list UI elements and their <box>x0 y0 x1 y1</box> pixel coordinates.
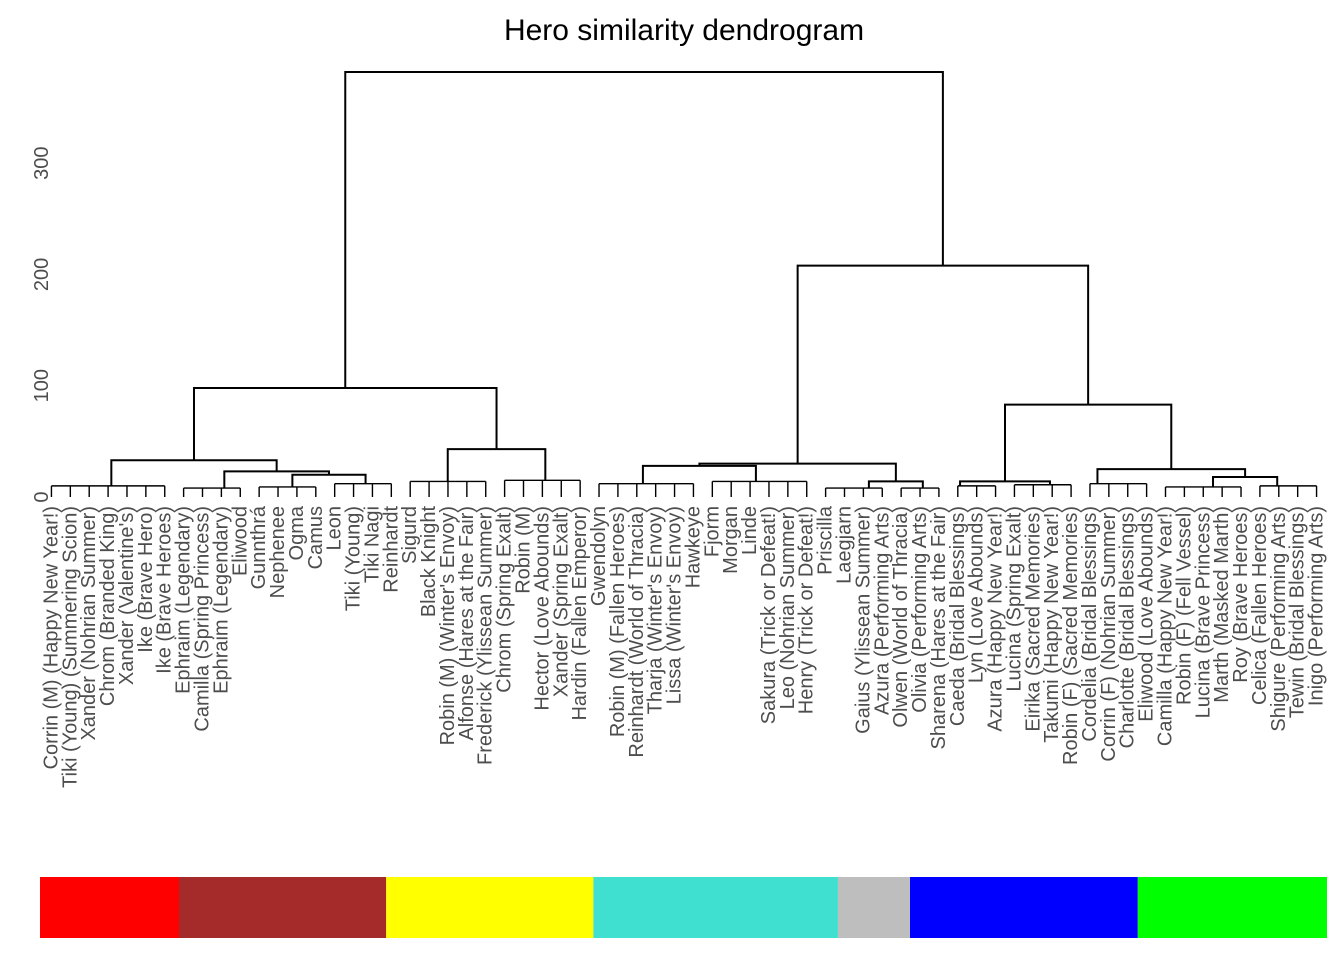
merge-blue <box>959 480 1051 486</box>
leaf-label: Ephraim (Legendary) <box>210 506 232 694</box>
merge-green <box>1096 468 1247 484</box>
leaf-label: Marth (Masked Marth) <box>1211 506 1233 703</box>
leaf-label: Gunnthrá <box>248 505 270 589</box>
leaf-label: Tewin (Bridal Blessings) <box>1287 506 1309 718</box>
leaf-label: Morgan <box>720 506 742 574</box>
leaf-label: Azura (Happy New Year!) <box>985 506 1007 732</box>
leaf-label: Tiki (Young) (Summering Scion) <box>59 506 81 788</box>
merge-green-b <box>1212 475 1279 487</box>
leaf-label: Eirika (Sacred Memories) <box>1022 506 1044 732</box>
merge-gray <box>867 480 924 489</box>
leaf-label: Hawkeye <box>682 506 704 588</box>
merge-left-group <box>192 386 498 461</box>
leaf-labels: Corrin (M) (Happy New Year!)Tiki (Young)… <box>40 505 1327 788</box>
leaf-label: Chrom (Branded King) <box>97 506 119 706</box>
leaf-label: Camilla (Spring Princess) <box>192 506 214 732</box>
leaf-label: Hector (Love Abounds) <box>531 506 553 711</box>
merge-brown-b <box>291 473 367 487</box>
leaf-label: Charlotte (Bridal Blessings) <box>1117 506 1139 748</box>
cluster-gray <box>837 877 911 938</box>
leaf-label: Tiki (Young) <box>343 506 365 611</box>
leaf-label: Linde <box>739 506 761 555</box>
leaf-label: Black Knight <box>418 506 440 618</box>
merge-cyan-gray <box>698 462 897 482</box>
leaf-label: Fjorm <box>701 506 723 557</box>
leaf-label: Robin (M) (Winter's Envoy) <box>437 506 459 745</box>
leaf-label: Camilla (Happy New Year!) <box>1155 506 1177 746</box>
leaf-label: Tiki Nagi <box>361 506 383 583</box>
leaf-label: Sakura (Trick or Defeat!) <box>758 506 780 724</box>
leaf-label: Alfonse (Hares at the Fair) <box>456 506 478 741</box>
leaf-label: Robin (M) <box>513 506 535 594</box>
leaf-label: Priscilla <box>815 505 837 575</box>
leaf-label: Robin (F) (Fell Vessel) <box>1173 506 1195 705</box>
chart-title: Hero similarity dendrogram <box>504 14 864 47</box>
y-tick-label: 300 <box>31 147 53 180</box>
leaf-label: Eliwood (Love Abounds) <box>1136 506 1158 722</box>
leaf-label: Celica (Fallen Heroes) <box>1249 506 1271 705</box>
leaf-label: Ephraim (Legendary) <box>173 506 195 694</box>
merge-brown <box>223 470 330 489</box>
leaf-label: Olivia (Performing Arts) <box>909 506 931 713</box>
leaf-label: Laegjarn <box>834 506 856 584</box>
leaf-label: Robin (M) (Fallen Heroes) <box>607 506 629 737</box>
leaf-label: Reinhardt (World of Thracia) <box>626 506 648 758</box>
merge-yellow <box>446 448 547 482</box>
leaf-label: Ogma <box>286 505 308 560</box>
leaf-label: Xander (Spring Exalt) <box>550 506 572 697</box>
leaf-label: Lucina (Spring Exalt) <box>1003 506 1025 692</box>
cluster-cyan <box>593 877 838 938</box>
cluster-yellow <box>386 877 594 938</box>
cluster-color-bar <box>40 877 1327 938</box>
leaf-label: Roy (Brave Heroes) <box>1230 506 1252 683</box>
leaf-label: Gaius (Ylissean Summer) <box>852 506 874 734</box>
leaf-label: Corrin (M) (Happy New Year!) <box>40 506 62 769</box>
leaf-label: Ike (Brave Heroes) <box>154 506 176 674</box>
leaf-label: Leon <box>324 506 346 551</box>
leaf-label: Lyn (Love Abounds) <box>966 506 988 683</box>
leaf-label: Azura (Performing Arts) <box>871 506 893 715</box>
merge-red-brown <box>110 459 278 486</box>
leaf-label: Corrin (F) (Nohrian Summer) <box>1098 506 1120 762</box>
leaf-label: Robin (F) (Sacred Memories) <box>1060 506 1082 765</box>
leaf-label: Camus <box>305 506 327 569</box>
leaf-label: Reinhardt <box>380 506 402 593</box>
leaf-label: Olwen (World of Thracia) <box>890 506 912 728</box>
leaf-label: Frederick (Ylissean Summer) <box>475 506 497 765</box>
leaf-label: Henry (Trick or Defeat!) <box>796 506 818 714</box>
cluster-green <box>1137 877 1327 938</box>
cluster-brown <box>178 877 387 938</box>
leaf-label: Gwendolyn <box>588 506 610 606</box>
cluster-red <box>40 877 179 938</box>
merge-right-group <box>796 264 1090 464</box>
merge-root <box>344 71 944 388</box>
leaf-label: Cordelia (Bridal Blessings) <box>1079 506 1101 742</box>
leaf-label: Tharja (Winter's Envoy) <box>645 506 667 714</box>
y-tick-label: 200 <box>31 258 53 291</box>
y-tick-label: 0 <box>31 491 53 502</box>
leaf-label: Shigure (Performing Arts) <box>1268 506 1290 732</box>
leaf-label: Sigurd <box>399 506 421 564</box>
leaf-label: Ike (Brave Hero) <box>135 506 157 653</box>
leaf-label: Hardin (Fallen Emperor) <box>569 506 591 721</box>
leaf-label: Eliwood <box>229 506 251 576</box>
leaf-label: Inigo (Performing Arts) <box>1306 506 1328 706</box>
leaf-label: Nephenee <box>267 506 289 598</box>
leaf-label: Chrom (Spring Exalt) <box>494 506 516 693</box>
y-tick-label: 100 <box>31 369 53 402</box>
y-axis: 0 100 200 300 <box>31 147 53 503</box>
dendrogram-links <box>50 71 1318 497</box>
cluster-blue <box>910 877 1138 938</box>
leaf-label: Sharena (Hares at the Fair) <box>928 506 950 749</box>
merge-blue-green <box>1004 403 1173 482</box>
leaf-label: Leo (Nohrian Summer) <box>777 506 799 709</box>
leaf-label: Lissa (Winter's Envoy) <box>664 506 686 704</box>
merge-cyan <box>641 464 757 484</box>
leaf-label: Xander (Valentine's) <box>116 506 138 685</box>
leaf-label: Caeda (Bridal Blessings) <box>947 506 969 726</box>
leaf-label: Takumi (Happy New Year!) <box>1041 506 1063 743</box>
leaf-label: Lucina (Brave Princess) <box>1192 506 1214 718</box>
leaf-label: Xander (Nohrian Summer) <box>78 506 100 741</box>
